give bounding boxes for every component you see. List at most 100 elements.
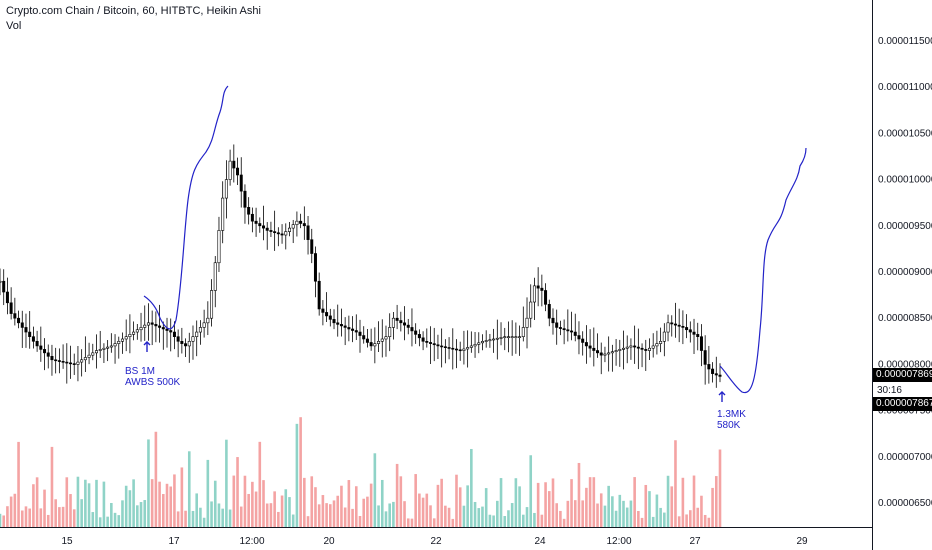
x-tick-label: 12:00 xyxy=(239,536,264,547)
volume-bar xyxy=(588,477,592,527)
candle-body xyxy=(573,331,577,336)
volume-bar xyxy=(410,518,414,527)
candle-body xyxy=(506,336,510,338)
candle-body xyxy=(210,290,214,319)
candle-body xyxy=(273,231,277,234)
volume-bar xyxy=(76,476,80,527)
candle-body xyxy=(592,347,596,351)
candle-body xyxy=(362,335,366,340)
volume-bar xyxy=(269,503,273,527)
annotation-right-2: 580K xyxy=(717,420,741,431)
up-arrow-head-icon xyxy=(718,391,726,396)
candle-body xyxy=(570,330,574,333)
volume-bar xyxy=(462,505,466,527)
candle-body xyxy=(685,327,689,331)
candle-body xyxy=(369,342,373,347)
candle-body xyxy=(610,351,614,354)
candle-body xyxy=(161,327,165,330)
volume-bar xyxy=(677,516,681,527)
candle-body xyxy=(284,231,288,236)
volume-bar xyxy=(496,500,499,527)
volume-bar xyxy=(317,504,321,527)
volume-bar xyxy=(518,486,521,527)
x-axis-ticks: 15 17 12:00 20 22 24 12:00 27 29 xyxy=(61,536,808,547)
candle-body xyxy=(128,334,132,337)
candle-body xyxy=(425,340,429,343)
projection-line xyxy=(143,85,229,330)
axis-lines xyxy=(0,0,873,550)
candle-body xyxy=(28,331,32,337)
volume-bars xyxy=(0,417,722,527)
candle-body xyxy=(347,327,351,330)
volume-bar xyxy=(547,491,551,527)
candle-body xyxy=(399,320,403,324)
volume-bar xyxy=(406,518,410,527)
candle-body xyxy=(202,322,206,328)
candle-body xyxy=(2,280,6,293)
chart-legend: Crypto.com Chain / Bitcoin, 60, HITBTC, … xyxy=(6,4,261,34)
volume-bar xyxy=(325,503,328,527)
candlesticks xyxy=(0,144,722,388)
volume-bar xyxy=(161,494,165,527)
volume-bar xyxy=(228,509,232,527)
candle-body xyxy=(317,280,321,310)
volume-bar xyxy=(132,479,135,527)
volume-bar xyxy=(150,479,154,527)
candle-body xyxy=(0,280,2,283)
volume-bar xyxy=(614,510,618,527)
volume-bar xyxy=(529,455,533,527)
candle-body xyxy=(432,343,436,346)
volume-bar xyxy=(451,518,455,527)
candle-body xyxy=(291,224,295,229)
volume-bar xyxy=(143,500,147,527)
candle-body xyxy=(143,324,147,328)
volume-bar xyxy=(110,502,113,527)
volume-bar xyxy=(392,501,395,527)
candle-body xyxy=(83,357,87,361)
volume-bar xyxy=(128,490,132,527)
candle-body xyxy=(544,290,548,305)
candle-body xyxy=(365,338,369,343)
candle-body xyxy=(265,227,269,231)
volume-bar xyxy=(303,477,306,527)
volume-bar xyxy=(158,481,161,527)
volume-bar xyxy=(165,483,169,527)
candle-body xyxy=(146,322,150,326)
volume-bar xyxy=(277,511,280,527)
candle-body xyxy=(640,347,644,350)
volume-bar xyxy=(403,501,406,527)
volume-bar xyxy=(573,500,577,527)
candle-body xyxy=(258,223,262,227)
volume-bar xyxy=(213,480,217,527)
volume-bar xyxy=(84,479,87,527)
volume-bar xyxy=(80,499,83,527)
candle-body xyxy=(302,223,306,227)
candle-body xyxy=(629,345,633,348)
volume-bar xyxy=(444,505,447,527)
candle-body xyxy=(510,336,514,338)
volume-bar xyxy=(354,486,358,527)
volume-bar xyxy=(340,485,343,527)
candle-body xyxy=(699,336,703,351)
volume-bar xyxy=(640,517,644,527)
volume-bar xyxy=(210,501,213,527)
candle-body xyxy=(24,327,28,333)
volume-bar xyxy=(611,496,614,527)
volume-bar xyxy=(380,479,384,527)
volume-bar xyxy=(273,491,276,527)
volume-bar xyxy=(113,512,117,527)
candle-body xyxy=(13,313,17,319)
candle-body xyxy=(421,337,425,342)
volume-bar xyxy=(46,514,50,527)
candle-body xyxy=(102,347,106,350)
volume-bar xyxy=(6,506,9,527)
volume-bar xyxy=(429,505,432,527)
candle-body xyxy=(224,179,228,199)
candle-body xyxy=(451,347,455,350)
candle-body xyxy=(250,213,254,222)
candle-body xyxy=(429,342,433,344)
volume-bar xyxy=(265,503,269,527)
candle-body xyxy=(391,317,395,328)
y-tick-label: 0.000006500 xyxy=(878,498,932,509)
